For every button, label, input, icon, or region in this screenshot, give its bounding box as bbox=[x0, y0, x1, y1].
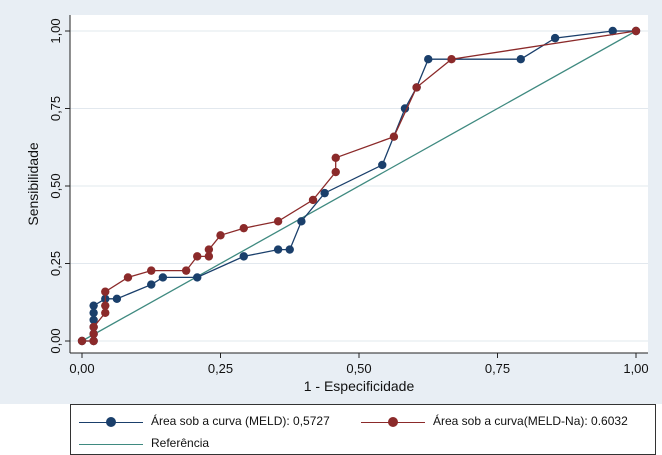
series-1-point-14 bbox=[239, 223, 248, 233]
series-0-point-11 bbox=[193, 273, 202, 282]
series-0-point-20 bbox=[424, 55, 433, 64]
legend-label-meld: Área sob a curva (MELD): 0,5727 bbox=[151, 414, 330, 428]
legend-marker-meld bbox=[106, 417, 116, 427]
y-tick-label-3: 0,75 bbox=[48, 96, 63, 121]
series-1-point-21 bbox=[447, 55, 456, 64]
series-1-point-0 bbox=[77, 336, 87, 346]
series-0-point-21 bbox=[516, 55, 525, 64]
series-0-point-10 bbox=[158, 273, 168, 282]
plot-area bbox=[70, 15, 648, 353]
y-tick-label-2: 0,50 bbox=[48, 173, 63, 198]
series-1-point-9 bbox=[181, 266, 191, 275]
series-0-point-16 bbox=[320, 188, 329, 198]
series-1-point-12 bbox=[204, 245, 214, 254]
series-0-point-12 bbox=[239, 252, 248, 261]
series-1-point-22 bbox=[631, 26, 641, 36]
series-1-point-3 bbox=[89, 322, 98, 332]
series-0-point-22 bbox=[550, 33, 560, 43]
series-1-point-7 bbox=[123, 273, 133, 282]
series-0-point-15 bbox=[297, 217, 306, 226]
x-tick-label-1: 0,25 bbox=[208, 361, 233, 376]
series-1-point-15 bbox=[273, 217, 283, 226]
series-0-point-8 bbox=[112, 294, 122, 304]
series-layer bbox=[77, 26, 641, 346]
series-1-point-10 bbox=[193, 252, 202, 261]
roc-chart: 0,00 0,25 0,50 0,75 1,00 0,00 0,25 0,50 0,75 1,00… bbox=[0, 0, 662, 404]
x-axis-label: 1 - Especificidade bbox=[304, 378, 415, 394]
y-tick-label-1: 0,25 bbox=[48, 251, 63, 276]
series-1-point-17 bbox=[331, 167, 340, 177]
y-tick-label-4: 1,00 bbox=[48, 18, 63, 43]
series-1-point-8 bbox=[147, 266, 156, 275]
series-0-point-13 bbox=[273, 245, 283, 254]
series-0-point-17 bbox=[378, 160, 387, 170]
series-0-point-23 bbox=[608, 26, 617, 36]
series-0-point-9 bbox=[147, 280, 156, 289]
legend-label-meld-na: Área sob a curva(MELD-Na): 0.6032 bbox=[433, 414, 628, 428]
x-tick-label-0: 0,00 bbox=[69, 361, 94, 376]
legend-label-reference: Referência bbox=[151, 436, 210, 450]
x-tick-label-2: 0,50 bbox=[346, 361, 371, 376]
series-1-point-20 bbox=[412, 83, 421, 92]
series-1-point-5 bbox=[101, 301, 110, 310]
legend-marker-meld-na bbox=[388, 417, 398, 427]
axes: 0,00 0,25 0,50 0,75 1,00 0,00 0,25 0,50 0,75 1,00 bbox=[48, 15, 649, 376]
chart-legend: Área sob a curva (MELD): 0,5727 Área sob… bbox=[70, 404, 656, 455]
series-0-point-14 bbox=[285, 245, 294, 254]
series-0-point-6 bbox=[89, 301, 98, 310]
y-axis-label: Sensibilidade bbox=[25, 142, 41, 225]
series-1-point-11 bbox=[204, 252, 214, 261]
series-1-point-13 bbox=[216, 231, 225, 240]
series-1-point-6 bbox=[101, 287, 110, 296]
series-1-point-18 bbox=[331, 153, 340, 162]
series-0-point-4 bbox=[89, 315, 98, 325]
series-0-point-5 bbox=[89, 308, 98, 317]
legend-line-reference bbox=[79, 444, 143, 445]
y-tick-label-0: 0,00 bbox=[48, 328, 63, 353]
series-1-point-4 bbox=[101, 308, 110, 317]
series-1-point-19 bbox=[389, 132, 399, 141]
series-line-2 bbox=[81, 30, 637, 342]
series-1-point-1 bbox=[89, 336, 98, 346]
series-0-point-18 bbox=[400, 104, 410, 113]
x-tick-label-3: 0,75 bbox=[485, 361, 510, 376]
series-1-point-2 bbox=[89, 329, 98, 339]
x-tick-label-4: 1,00 bbox=[623, 361, 648, 376]
series-1-point-16 bbox=[308, 195, 318, 205]
